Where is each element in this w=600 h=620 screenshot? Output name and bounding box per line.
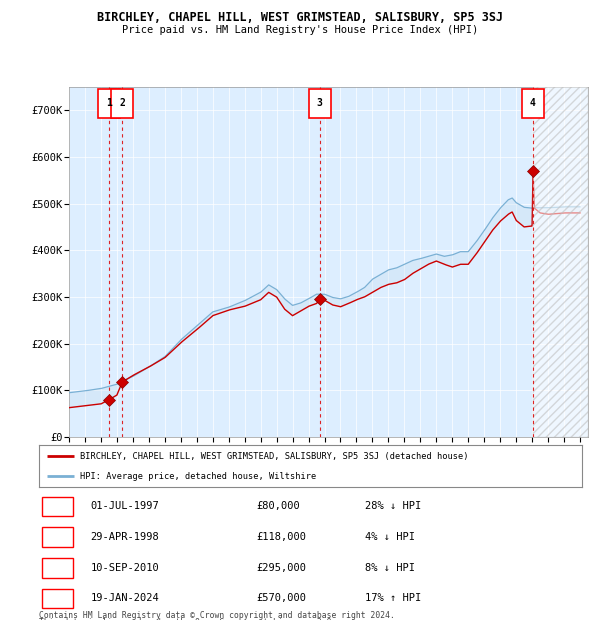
Text: 19-JAN-2024: 19-JAN-2024 <box>91 593 160 603</box>
Bar <box>533 87 588 437</box>
Text: 2: 2 <box>55 532 61 542</box>
Text: Price paid vs. HM Land Registry's House Price Index (HPI): Price paid vs. HM Land Registry's House … <box>122 25 478 35</box>
Text: 29-APR-1998: 29-APR-1998 <box>91 532 160 542</box>
Text: £118,000: £118,000 <box>256 532 306 542</box>
Text: £570,000: £570,000 <box>256 593 306 603</box>
Text: £295,000: £295,000 <box>256 563 306 573</box>
FancyBboxPatch shape <box>42 527 73 547</box>
FancyBboxPatch shape <box>309 89 331 118</box>
Text: 3: 3 <box>317 99 323 108</box>
Text: £80,000: £80,000 <box>256 502 300 512</box>
Text: 1: 1 <box>106 99 112 108</box>
FancyBboxPatch shape <box>42 497 73 516</box>
FancyBboxPatch shape <box>42 588 73 608</box>
Text: BIRCHLEY, CHAPEL HILL, WEST GRIMSTEAD, SALISBURY, SP5 3SJ (detached house): BIRCHLEY, CHAPEL HILL, WEST GRIMSTEAD, S… <box>80 452 468 461</box>
Text: 10-SEP-2010: 10-SEP-2010 <box>91 563 160 573</box>
Text: 01-JUL-1997: 01-JUL-1997 <box>91 502 160 512</box>
Text: 17% ↑ HPI: 17% ↑ HPI <box>365 593 421 603</box>
Text: 4: 4 <box>55 593 61 603</box>
Text: Contains HM Land Registry data © Crown copyright and database right 2024.: Contains HM Land Registry data © Crown c… <box>39 611 395 620</box>
FancyBboxPatch shape <box>42 558 73 578</box>
Text: HPI: Average price, detached house, Wiltshire: HPI: Average price, detached house, Wilt… <box>80 472 316 480</box>
Text: 1: 1 <box>55 502 61 512</box>
FancyBboxPatch shape <box>98 89 120 118</box>
FancyBboxPatch shape <box>522 89 544 118</box>
Text: 28% ↓ HPI: 28% ↓ HPI <box>365 502 421 512</box>
Text: 2: 2 <box>119 99 125 108</box>
FancyBboxPatch shape <box>111 89 133 118</box>
Text: 8% ↓ HPI: 8% ↓ HPI <box>365 563 415 573</box>
Text: 3: 3 <box>55 563 61 573</box>
Text: This data is licensed under the Open Government Licence v3.0.: This data is licensed under the Open Gov… <box>39 618 337 620</box>
Text: 4: 4 <box>530 99 536 108</box>
Text: BIRCHLEY, CHAPEL HILL, WEST GRIMSTEAD, SALISBURY, SP5 3SJ: BIRCHLEY, CHAPEL HILL, WEST GRIMSTEAD, S… <box>97 11 503 24</box>
Text: 4% ↓ HPI: 4% ↓ HPI <box>365 532 415 542</box>
